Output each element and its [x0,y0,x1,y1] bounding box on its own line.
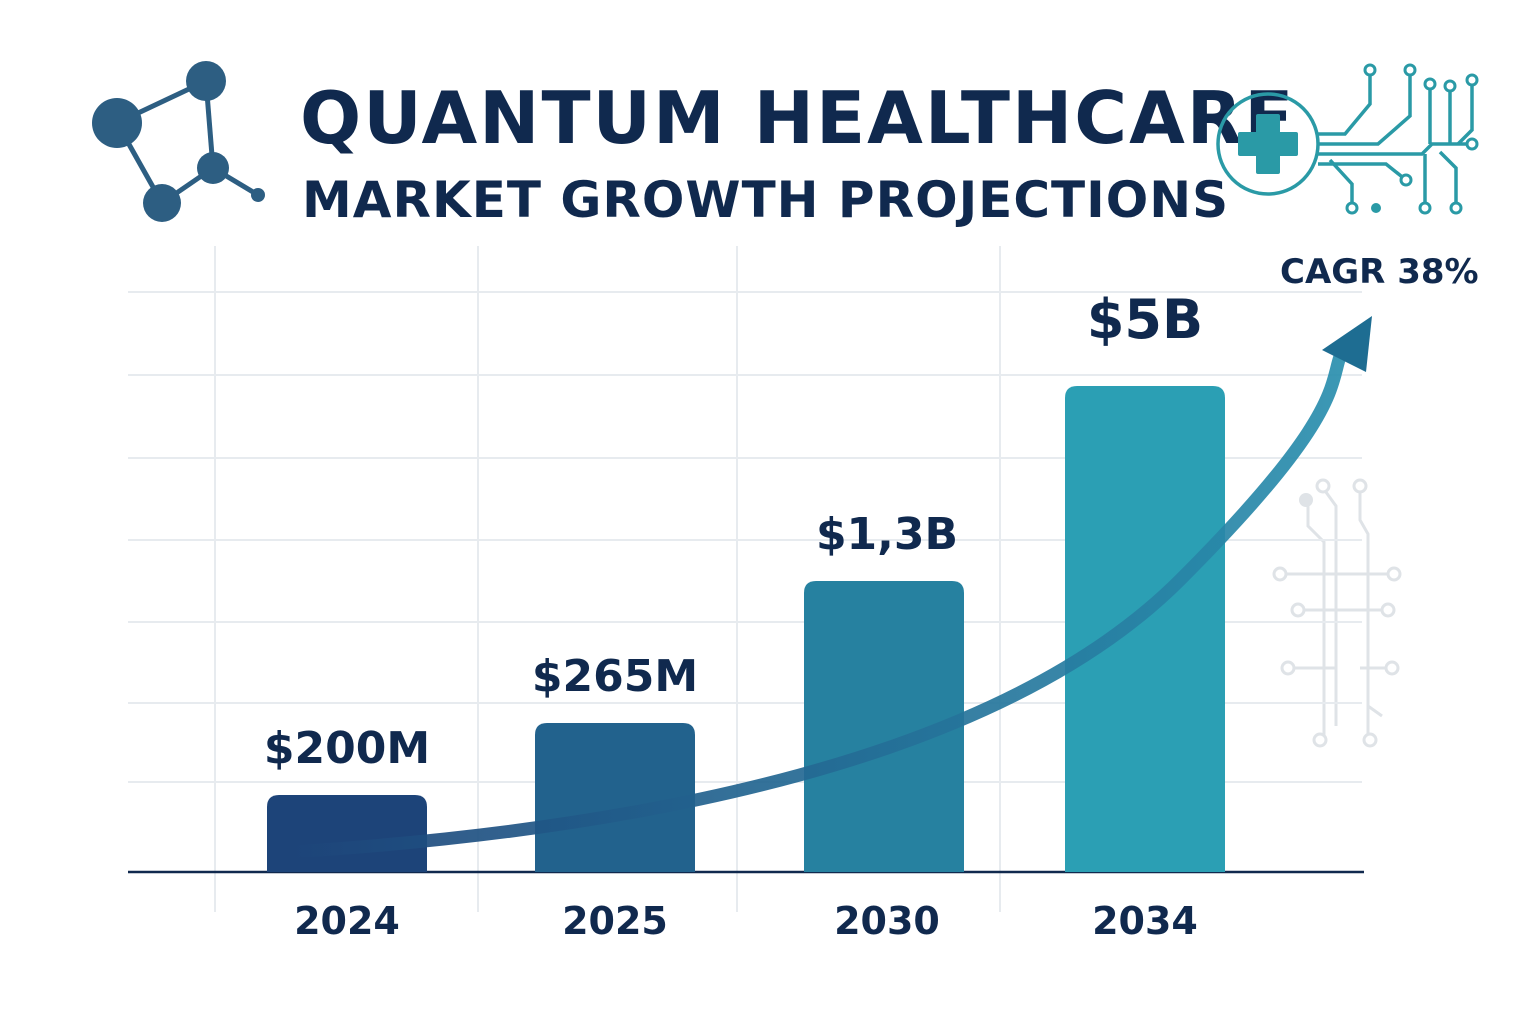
x-tick-2025: 2025 [562,899,668,943]
bar-2025 [535,723,695,872]
bar-2030 [804,581,964,872]
x-tick-2030: 2030 [834,899,940,943]
trend-arrow [283,316,1372,859]
bar-2024 [267,795,427,872]
bars [267,386,1225,872]
x-tick-2024: 2024 [294,899,400,943]
circuit-board-icon [1272,478,1402,748]
trend-arrowhead [1322,316,1372,372]
title-subtitle: MARKET GROWTH PROJECTIONS [302,171,1230,229]
trend-line [283,339,1352,859]
data-labels: $200M $265M $1,3B $5B [264,288,1203,774]
bar-2034 [1065,386,1225,872]
data-label-2024: $200M [264,723,430,774]
medical-cross-circuit-icon [1216,63,1479,215]
data-label-2030: $1,3B [816,509,958,560]
cagr-label: CAGR 38% [1280,252,1479,292]
x-axis-ticks: 2024 2025 2030 2034 [294,899,1198,943]
x-tick-2034: 2034 [1092,899,1198,943]
title-main: QUANTUM HEALTHCARE [300,76,1296,160]
data-label-2034: $5B [1087,288,1203,351]
data-label-2025: $265M [532,651,698,702]
molecule-icon [92,61,265,222]
